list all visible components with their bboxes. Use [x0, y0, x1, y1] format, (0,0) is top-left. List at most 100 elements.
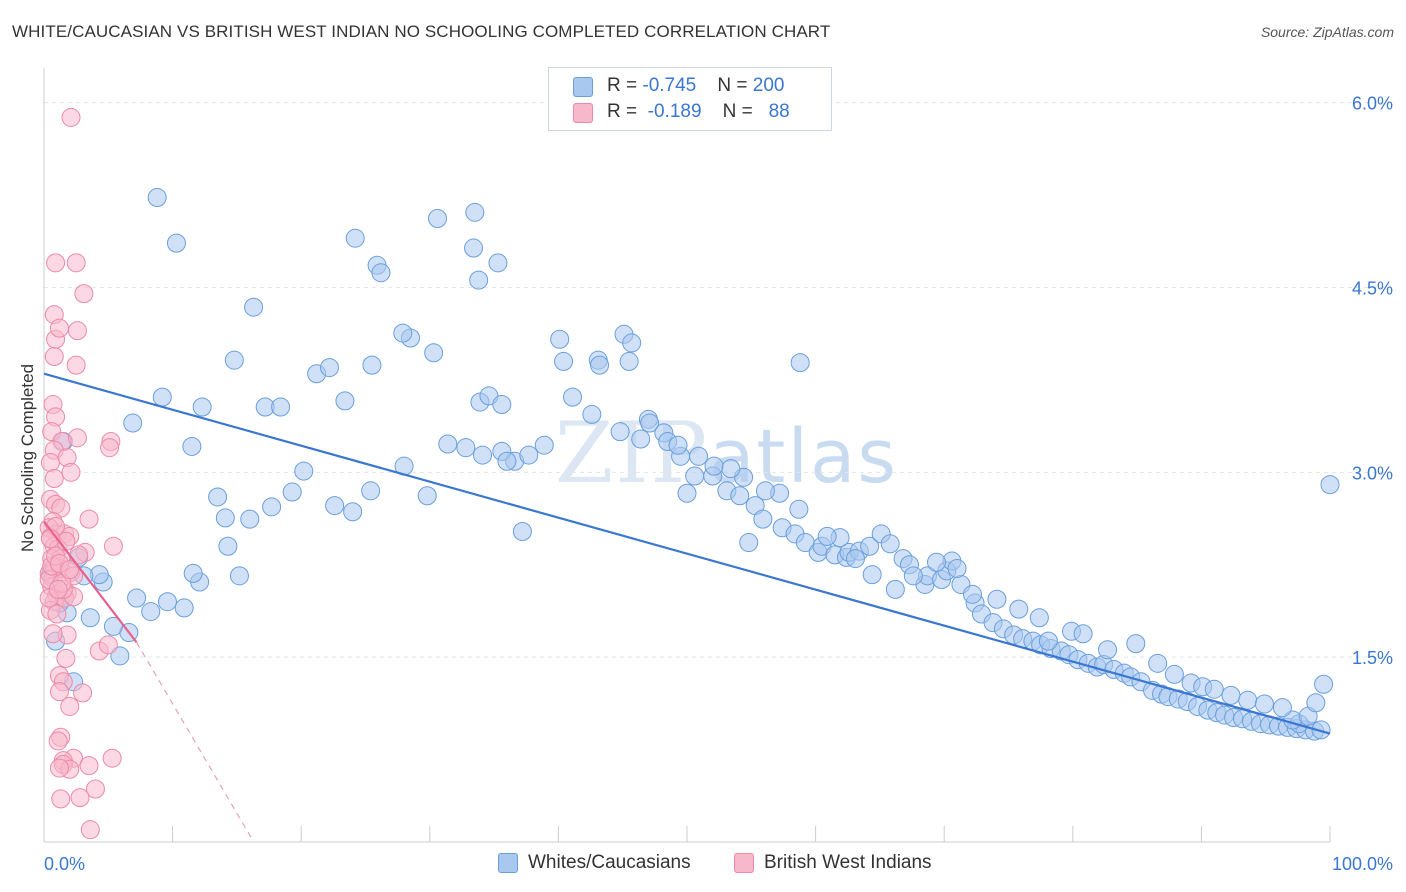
point-whites	[362, 355, 382, 375]
point-whites	[492, 395, 512, 415]
point-whites	[183, 563, 203, 583]
point-whites	[755, 481, 775, 501]
point-british-west-indians	[102, 748, 122, 768]
bottom-legend-swatch-bwi	[734, 853, 754, 873]
point-whites	[817, 526, 837, 546]
point-whites	[1073, 624, 1093, 644]
point-british-west-indians	[49, 318, 69, 338]
point-british-west-indians	[49, 682, 69, 702]
point-british-west-indians	[74, 284, 94, 304]
point-whites	[1009, 599, 1029, 619]
point-whites	[152, 387, 172, 407]
point-whites	[845, 549, 865, 569]
point-whites	[862, 565, 882, 585]
point-whites	[1148, 653, 1168, 673]
chart-title: WHITE/CAUCASIAN VS BRITISH WEST INDIAN N…	[12, 22, 831, 41]
point-whites	[582, 404, 602, 424]
x-tick-label-min: 0.0%	[44, 854, 85, 874]
point-british-west-indians	[67, 321, 87, 341]
point-whites	[885, 579, 905, 599]
point-whites	[127, 588, 147, 608]
point-whites	[218, 536, 238, 556]
point-whites	[465, 202, 485, 222]
point-whites	[1221, 685, 1241, 705]
point-whites	[860, 536, 880, 556]
point-whites	[438, 434, 458, 454]
trend-lines	[43, 372, 1331, 840]
point-whites	[1038, 631, 1058, 651]
point-whites	[464, 238, 484, 258]
point-whites	[1126, 634, 1146, 654]
point-whites	[103, 616, 123, 636]
point-whites	[428, 208, 448, 228]
point-whites	[903, 566, 923, 586]
point-whites	[1238, 690, 1258, 710]
point-british-west-indians	[61, 462, 81, 482]
point-whites	[631, 429, 651, 449]
point-british-west-indians	[79, 756, 99, 776]
point-whites	[497, 451, 517, 471]
point-british-west-indians	[47, 604, 67, 624]
point-whites	[319, 358, 339, 378]
point-whites	[110, 646, 130, 666]
point-whites	[224, 350, 244, 370]
legend-text-bwi: R = -0.189 N = 88	[607, 101, 790, 122]
point-whites	[962, 584, 982, 604]
point-whites	[1320, 475, 1340, 495]
y-tick-label: 3.0%	[1352, 463, 1393, 483]
point-british-west-indians	[80, 820, 100, 840]
bottom-legend-swatch-whites	[498, 853, 518, 873]
point-whites	[424, 343, 444, 363]
point-whites	[192, 397, 212, 417]
legend-row-bwi: R = -0.189 N = 88	[549, 100, 831, 126]
point-whites	[371, 263, 391, 283]
trend-line-british-west-indians-extension	[136, 642, 253, 840]
point-whites	[563, 387, 583, 407]
point-whites	[262, 497, 282, 517]
point-british-west-indians	[48, 731, 68, 751]
point-whites	[1306, 693, 1326, 713]
point-whites	[550, 329, 570, 349]
point-british-west-indians	[60, 696, 80, 716]
point-whites	[704, 456, 724, 476]
point-whites	[1098, 640, 1118, 660]
point-british-west-indians	[40, 452, 60, 472]
point-british-west-indians	[85, 779, 105, 799]
y-tick-label: 6.0%	[1352, 94, 1393, 114]
point-british-west-indians	[61, 107, 81, 127]
point-whites	[141, 602, 161, 622]
point-whites	[534, 435, 554, 455]
point-whites	[147, 188, 167, 208]
point-british-west-indians	[66, 253, 86, 273]
point-whites	[208, 487, 228, 507]
point-whites	[244, 297, 264, 317]
correlation-legend: R = -0.745 N = 200 R = -0.189 N = 88	[548, 67, 832, 131]
point-whites	[325, 496, 345, 516]
point-whites	[393, 323, 413, 343]
point-whites	[519, 445, 539, 465]
point-whites	[619, 351, 639, 371]
point-whites	[790, 353, 810, 373]
point-whites	[721, 459, 741, 479]
point-whites	[157, 592, 177, 612]
point-british-west-indians	[48, 579, 68, 599]
trend-line-whites	[43, 372, 1331, 735]
point-whites	[1314, 674, 1334, 694]
point-whites	[987, 589, 1007, 609]
point-whites	[622, 333, 642, 353]
y-tick-label: 4.5%	[1352, 278, 1393, 298]
point-whites	[294, 461, 314, 481]
point-whites	[739, 533, 759, 553]
y-tick-label: 1.5%	[1352, 648, 1393, 668]
axes	[43, 68, 1331, 843]
legend-swatch-bwi	[573, 103, 593, 123]
point-british-west-indians	[79, 509, 99, 529]
point-british-west-indians	[44, 346, 64, 366]
point-whites	[947, 558, 967, 578]
point-whites	[345, 228, 365, 248]
point-whites	[610, 422, 630, 442]
point-whites	[488, 253, 508, 273]
point-whites	[166, 233, 186, 253]
point-british-west-indians	[49, 758, 69, 778]
